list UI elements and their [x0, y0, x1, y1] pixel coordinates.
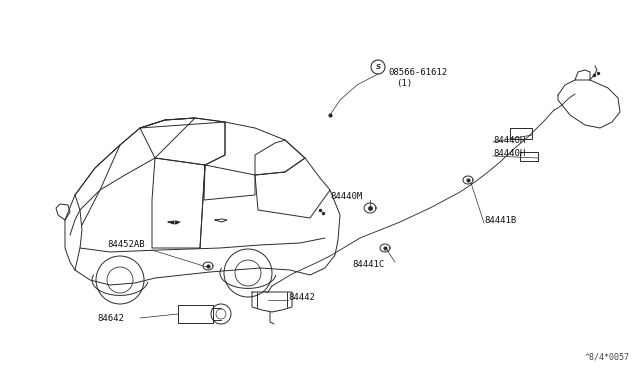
Text: 84441B: 84441B: [484, 216, 516, 225]
Text: 84440M: 84440M: [330, 192, 362, 201]
Text: 84440H: 84440H: [493, 149, 525, 158]
Text: 84452AB: 84452AB: [107, 240, 145, 249]
Text: 84441C: 84441C: [352, 260, 384, 269]
Text: (1): (1): [396, 79, 412, 88]
Text: 08566-61612: 08566-61612: [388, 68, 447, 77]
Text: 84440H: 84440H: [493, 136, 525, 145]
Text: ^8/4*0057: ^8/4*0057: [585, 353, 630, 362]
Text: S: S: [376, 64, 381, 70]
Text: 84642: 84642: [97, 314, 124, 323]
Text: 84442: 84442: [288, 293, 315, 302]
